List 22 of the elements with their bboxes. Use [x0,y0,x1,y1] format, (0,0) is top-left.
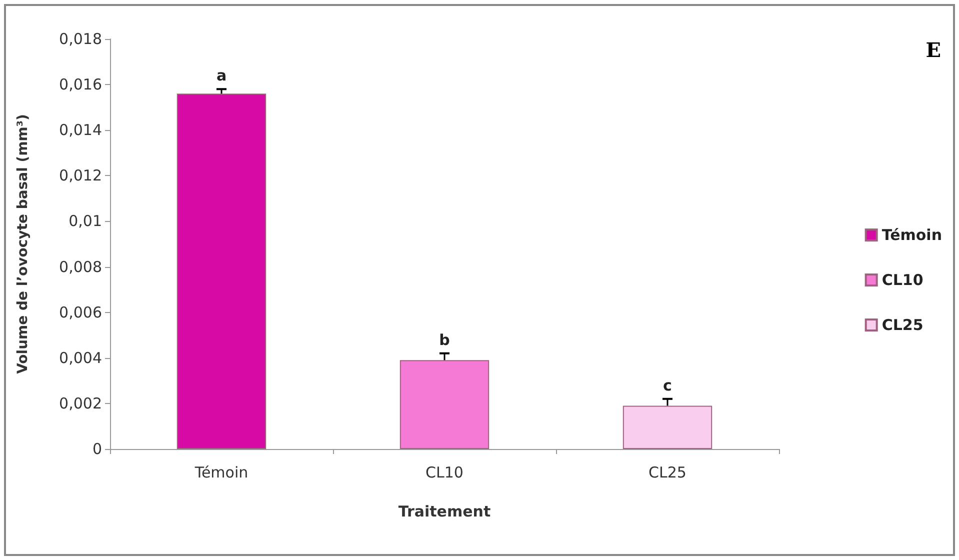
legend-label: CL25 [882,316,924,334]
x-tick-label: CL10 [426,464,464,482]
annotation: a [216,66,227,85]
y-tick-label: 0 [92,440,102,458]
legend-label: CL10 [882,271,924,289]
y-tick-label: 0,006 [59,303,102,322]
x-tick-label: Témoin [194,464,248,482]
y-tick-label: 0,014 [59,121,102,140]
y-tick-label: 0,016 [59,76,102,94]
legend-label: Témoin [882,226,942,244]
y-axis-title: Volume de l’ovocyte basal (mm³) [15,114,31,374]
y-tick-label: 0,004 [59,348,102,367]
y-tick-label: 0,012 [59,166,102,185]
text: E [926,38,942,62]
y-tick-label: 0,018 [59,30,102,48]
annotation: b [439,330,450,349]
y-tick-label: 0,008 [59,258,102,276]
annotation: c [663,376,672,394]
x-axis-title: Traitement [398,502,491,520]
y-tick-label: 0,002 [59,394,102,412]
y-tick-label: 0,01 [68,212,102,230]
x-tick-label: CL25 [648,464,686,482]
